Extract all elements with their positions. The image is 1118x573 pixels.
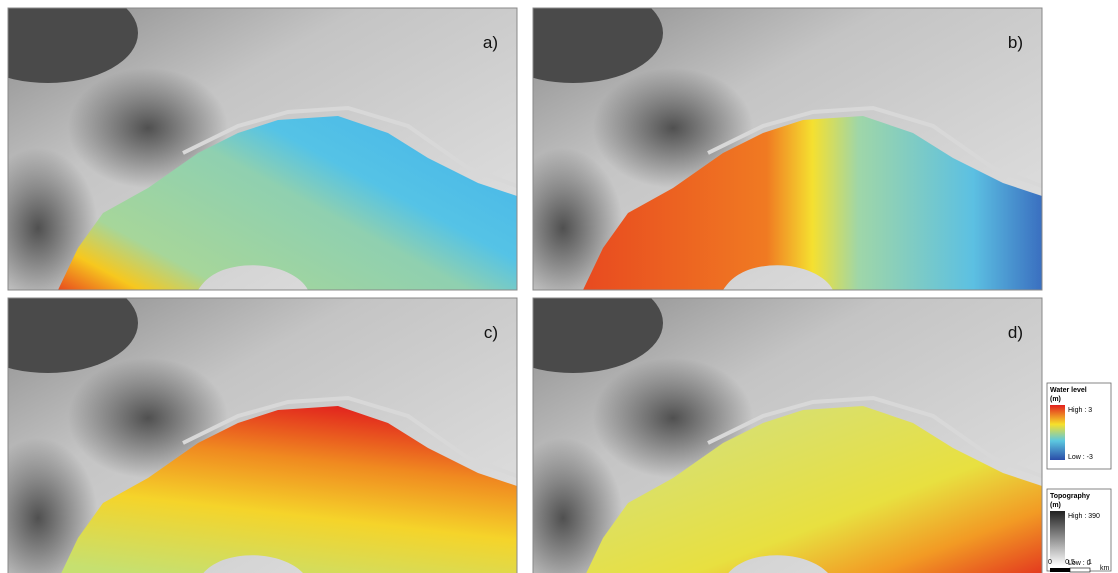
map-content [483, 0, 1042, 308]
scale-label: 1 [1088, 559, 1092, 566]
legend-unit: (m) [1050, 502, 1061, 509]
map-content [483, 273, 1042, 573]
legend-high: High : 390 [1068, 513, 1100, 520]
map-panel: d) [483, 273, 1042, 573]
legend-ramp [1050, 511, 1065, 566]
legend-low: Low : -3 [1068, 454, 1093, 461]
legend-unit: (m) [1050, 396, 1061, 403]
scale-label: 0.5 [1065, 559, 1075, 566]
legend-title: Water level [1050, 387, 1087, 394]
panel-label: b) [1008, 33, 1023, 52]
legend-ramp [1050, 405, 1065, 460]
scale-segment [1050, 568, 1070, 572]
map-panel: c) [0, 273, 517, 573]
scale-label: 0 [1048, 559, 1052, 566]
scale-unit: km [1100, 565, 1110, 572]
legend: Water level (m) High : 3 Low : -3 Topogr… [1047, 383, 1111, 571]
scale-segment [1070, 568, 1090, 572]
legend-title: Topography [1050, 493, 1090, 500]
figure: a) b) c) d) Water level (m) High : 3 Low : … [0, 0, 1118, 573]
map-panel: b) [483, 0, 1042, 308]
panel-label: d) [1008, 323, 1023, 342]
map-content [0, 0, 517, 308]
map-content [0, 273, 517, 573]
panel-label: c) [484, 323, 498, 342]
legend-high: High : 3 [1068, 407, 1092, 414]
panel-label: a) [483, 33, 498, 52]
map-panel: a) [0, 0, 517, 308]
